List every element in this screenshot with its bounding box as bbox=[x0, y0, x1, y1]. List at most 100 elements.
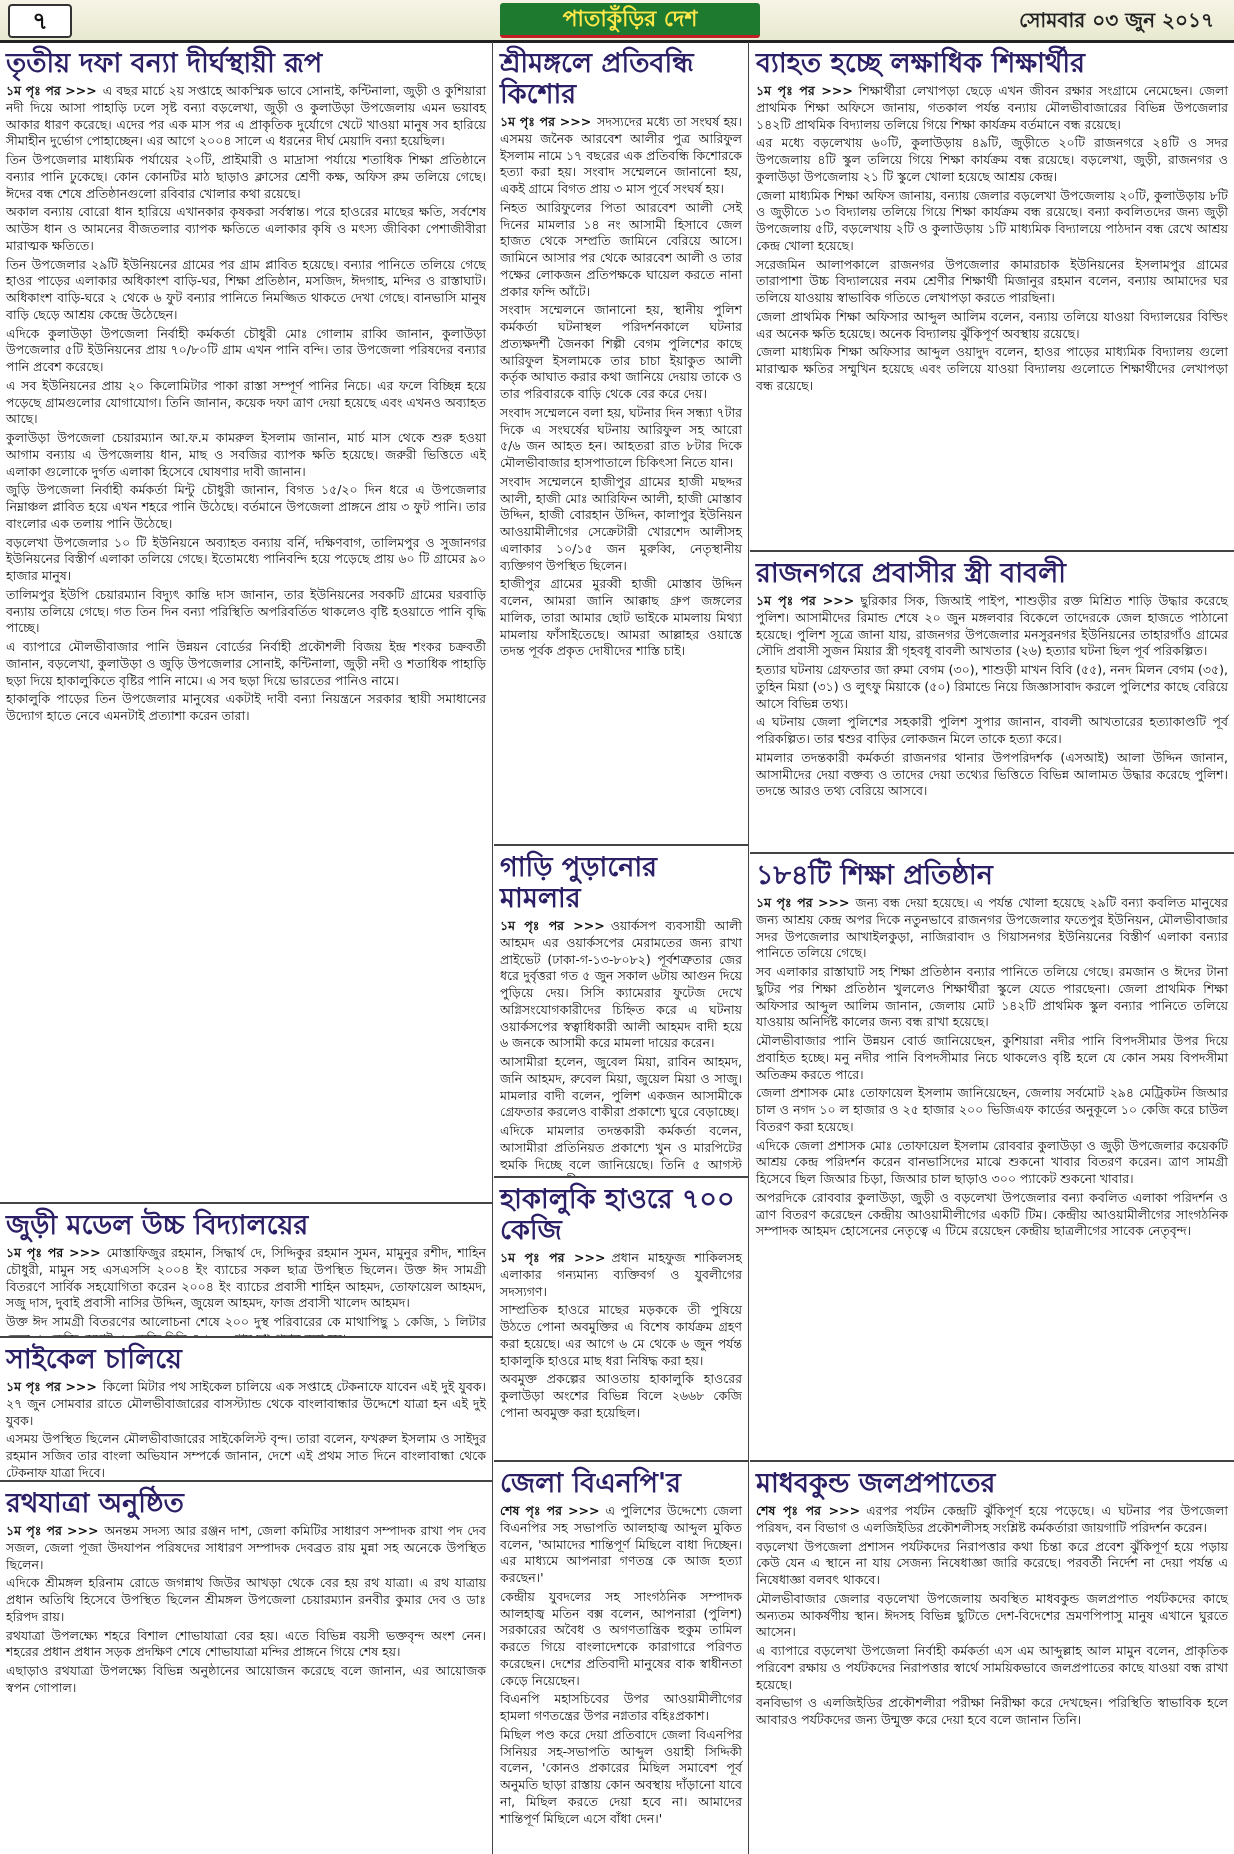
body-text: এদিকে কুলাউড়া উপজেলা নির্বাহী কর্মকর্তা… bbox=[6, 325, 486, 375]
paragraph: জেলা প্রাথমিক শিক্ষা অফিসার আব্দুল আলিম … bbox=[756, 309, 1228, 343]
body-text: তালিমপুর ইউপি চেয়ারম্যান বিদ্যুৎ কান্তি… bbox=[6, 586, 486, 636]
paragraph: কুলাউড়া উপজেলা চেয়ারম্যান আ.ফ.ম কামরুল… bbox=[6, 430, 486, 480]
article: গাড়ি পুড়ানোর মামলার ১ম পৃঃ পর >>> ওয়ার্… bbox=[494, 848, 748, 1178]
body-text: অকাল বন্যায় বোরো ধান হারিয়ে এখানকার কৃ… bbox=[6, 204, 486, 253]
paragraph: এদিকে শ্রীমঙ্গল হরিনাম রোডে জগন্নাথ জিউর… bbox=[6, 1575, 486, 1625]
body-text: এদিকে মামলার তদন্তকারী কর্মকর্তা বলেন, আ… bbox=[500, 1123, 742, 1176]
body-text: উক্ত ঈদ সামগ্রী বিতরণের আলোচনা শেষে ২০০ … bbox=[6, 1314, 486, 1336]
paragraph: এ সব ইউনিয়নের প্রায় ২০ কিলোমিটার পাকা … bbox=[6, 378, 486, 428]
body-text: ওয়ার্কসপ ব্যবসায়ী আলী আহমদ এর ওয়ার্কস… bbox=[500, 918, 742, 1051]
paragraph: এর মধ্যে বড়লেখায় ৬০টি, কুলাউড়ায় ৪৯টি… bbox=[756, 135, 1228, 185]
article: তৃতীয় দফা বন্যা দীর্ঘস্থায়ী রূপ ১ম পৃঃ … bbox=[0, 44, 492, 1204]
body-text: এর মধ্যে বড়লেখায় ৬০টি, কুলাউড়ায় ৪৯টি… bbox=[756, 135, 1228, 184]
lead: ১ম পৃঃ পর >>> bbox=[6, 1245, 101, 1261]
paragraph: সব এলাকার রাস্তাঘাট সহ শিক্ষা প্রতিষ্ঠান… bbox=[756, 964, 1228, 1031]
body-text: জন্য বন্ধ দেয়া হয়েছে। এ পর্যন্ত খোলা হ… bbox=[756, 895, 1228, 961]
paragraph: ১ম পৃঃ পর >>> মোস্তাফিজুর রহমান, সিদ্ধার্… bbox=[6, 1245, 486, 1312]
column-rule bbox=[492, 42, 493, 1854]
article: ১৮৪টি শিক্ষা প্রতিষ্ঠান ১ম পৃঃ পর >>> জন্য… bbox=[750, 856, 1234, 1462]
logo: পাতাকুঁড়ির দেশ bbox=[500, 3, 760, 38]
paragraph: বনবিভাগ ও এলজিইডির প্রকৌশলীরা পরীক্ষা নি… bbox=[756, 1695, 1228, 1729]
body-text: রথযাত্রা উপলক্ষ্যে শহরে বিশাল শোভাযাত্রা… bbox=[6, 1627, 486, 1660]
body-text: সব এলাকার রাস্তাঘাট সহ শিক্ষা প্রতিষ্ঠান… bbox=[756, 964, 1228, 1030]
headline: জুড়ী মডেল উচ্চ বিদ্যালয়ের bbox=[6, 1210, 309, 1241]
body-text: প্রধান মাহফুজ শাকিলসহ এলাকার গন্যমান্য ব… bbox=[500, 1250, 742, 1299]
paragraph: সংবাদ সম্মেলনে জানানো হয়, স্থানীয় পুলি… bbox=[500, 302, 742, 403]
article: রাজনগরে প্রবাসীর স্ত্রী বাবলী ১ম পৃঃ পর >… bbox=[750, 554, 1234, 854]
body-text: ছুরিকার সিক, জিআই পাইপ, শাশুড়ীর রক্ত মি… bbox=[756, 593, 1228, 659]
paragraph: সাম্প্রতিক হাওরে মাছের মড়ককে তী পুষিয়ে… bbox=[500, 1302, 742, 1369]
paragraph: এ ব্যাপারে মৌলভীবাজার পানি উন্নয়ন বোর্ড… bbox=[6, 639, 486, 689]
headline: রথযাত্রা অনুষ্ঠিত bbox=[6, 1488, 184, 1519]
paragraph: উক্ত ঈদ সামগ্রী বিতরণের আলোচনা শেষে ২০০ … bbox=[6, 1314, 486, 1336]
page-number: ৭ bbox=[8, 4, 72, 38]
body-text: সদস্যদের মধ্যে তা সংঘর্ষ হয়। এসময় জনৈক… bbox=[500, 114, 742, 197]
article: মাধবকুন্ড জলপ্রপাতের শেষ পৃঃ পর >>> এরপর প… bbox=[750, 1464, 1234, 1854]
body-text: তিন উপজেলার ২৯টি ইউনিয়নের গ্রামের পর গ্… bbox=[6, 256, 486, 322]
headline: মাধবকুন্ড জলপ্রপাতের bbox=[756, 1468, 996, 1499]
body-text: মোস্তাফিজুর রহমান, সিদ্ধার্থ দে, সিদ্দিক… bbox=[6, 1245, 486, 1311]
paragraph: হাজীপুর গ্রামের মুরব্বী হাজী মোস্তাব উদ্… bbox=[500, 576, 742, 660]
body-text: এসময় উপস্থিত ছিলেন মৌলভীবাজারের সাইকেলি… bbox=[6, 1431, 486, 1480]
body-text: এদিকে জেলা প্রশাসক মোঃ তোফায়েল ইসলাম রো… bbox=[756, 1137, 1228, 1187]
paragraph: বিএনপি মহাসচিবের উপর আওয়ামীলীগের হামলা … bbox=[500, 1691, 742, 1725]
headline: ব্যাহত হচ্ছে লক্ষাধিক শিক্ষার্থীর bbox=[756, 48, 1085, 79]
paragraph: ১ম পৃঃ পর >>> কিলো মিটার পথ সাইকেল চালিয়… bbox=[6, 1379, 486, 1429]
body-text: এ বছর মার্চে ২য় সপ্তাহে আকস্মিক ভাবে সো… bbox=[6, 83, 486, 149]
paragraph: জেলা মাধ্যমিক শিক্ষা অফিসার আব্দুল ওয়াদ… bbox=[756, 344, 1228, 394]
paragraph: অকাল বন্যায় বোরো ধান হারিয়ে এখানকার কৃ… bbox=[6, 204, 486, 254]
body-text: আসামীরা হলেন, জুবেল মিয়া, রাবিন আহমদ, জ… bbox=[500, 1054, 742, 1120]
headline: হাকালুকি হাওরে ৭০০ কেজি bbox=[500, 1184, 735, 1247]
article: রথযাত্রা অনুষ্ঠিত ১ম পৃঃ পর >>> অনন্তম সদস… bbox=[0, 1484, 492, 1854]
paragraph: ১ম পৃঃ পর >>> এ বছর মার্চে ২য় সপ্তাহে আক… bbox=[6, 83, 486, 150]
article: জেলা বিএনপি'র শেষ পৃঃ পর >>> এ পুলিশের উদ্… bbox=[494, 1464, 748, 1854]
paragraph: জুড়ি উপজেলা নির্বাহী কর্মকর্তা মিন্টু চ… bbox=[6, 482, 486, 532]
body-text: নিহত আরিফুলের পিতা আরবেশ আলী সেই দিনের ম… bbox=[500, 199, 742, 299]
body-text: অবমুক্ত প্রকল্পের আওতায় হাকালুকি হাওরের… bbox=[500, 1371, 742, 1420]
body-text: সাম্প্রতিক হাওরে মাছের মড়ককে তী পুষিয়ে… bbox=[500, 1302, 742, 1368]
body-text: কেন্দ্রীয় যুবদলের সহ সাংগঠনিক সম্পাদক আ… bbox=[500, 1588, 742, 1688]
headline: সাইকেল চালিয়ে bbox=[6, 1344, 182, 1375]
article: শ্রীমঙ্গলে প্রতিবন্ধি কিশোর ১ম পৃঃ পর >>>… bbox=[494, 44, 748, 846]
article: জুড়ী মডেল উচ্চ বিদ্যালয়ের ১ম পৃঃ পর >>>… bbox=[0, 1206, 492, 1338]
headline: জেলা বিএনপি'র bbox=[500, 1468, 682, 1499]
column-rule bbox=[748, 42, 749, 1854]
paragraph: তিন উপজেলার ২৯টি ইউনিয়নের গ্রামের পর গ্… bbox=[6, 257, 486, 324]
paragraph: মৌলভীবাজার জেলার বড়লেখা উপজেলায় অবস্থি… bbox=[756, 1591, 1228, 1641]
body-text: এ ঘটনায় জেলা পুলিশের সহকারী পুলিশ সুপার… bbox=[756, 714, 1228, 747]
paragraph: বড়লেখা উপজেলার ১০ টি ইউনিয়নে অব্যাহত ব… bbox=[6, 535, 486, 585]
body-text: এ ব্যাপারে বড়লেখা উপজেলা নির্বাহী কর্মক… bbox=[756, 1643, 1228, 1692]
body-text: সংবাদ সম্মেলনে বলা হয়, ঘটনার দিন সন্ধ্য… bbox=[500, 404, 742, 471]
paragraph: মৌলভীবাজার পানি উন্নয়ন বোর্ড জানিয়েছেন… bbox=[756, 1033, 1228, 1083]
body-text: হাজীপুর গ্রামের মুরব্বী হাজী মোস্তাব উদ্… bbox=[500, 576, 742, 659]
body-text: এছাড়াও রথযাত্রা উপলক্ষ্যে বিভিন্ন অনুষ্… bbox=[6, 1663, 486, 1695]
lead: ১ম পৃঃ পর >>> bbox=[500, 114, 592, 130]
paragraph: নিহত আরিফুলের পিতা আরবেশ আলী সেই দিনের ম… bbox=[500, 200, 742, 301]
paragraph: কেন্দ্রীয় যুবদলের সহ সাংগঠনিক সম্পাদক আ… bbox=[500, 1589, 742, 1690]
lead: ১ম পৃঃ পর >>> bbox=[756, 895, 850, 911]
paragraph: ১ম পৃঃ পর >>> ওয়ার্কসপ ব্যবসায়ী আলী আহম… bbox=[500, 918, 742, 1052]
lead: ১ম পৃঃ পর >>> bbox=[6, 83, 97, 99]
body-text: জেলা মাধ্যমিক শিক্ষা অফিস জানায়, বন্যায… bbox=[756, 187, 1228, 253]
article: সাইকেল চালিয়ে ১ম পৃঃ পর >>> কিলো মিটার পথ… bbox=[0, 1340, 492, 1482]
paragraph: জেলা মাধ্যমিক শিক্ষা অফিস জানায়, বন্যায… bbox=[756, 188, 1228, 255]
paragraph: ১ম পৃঃ পর >>> প্রধান মাহফুজ শাকিলসহ এলাকা… bbox=[500, 1250, 742, 1300]
body-text: সরেজমিন আলাপকালে রাজনগর উপজেলার কামারচাক… bbox=[756, 256, 1228, 306]
body-text: শিক্ষার্থীরা লেখাপড়া ছেড়ে এখন জীবন রক্… bbox=[756, 83, 1228, 132]
body-text: মিছিল পণ্ড করে দেয়া প্রতিবাদে জেলা বিএন… bbox=[500, 1726, 742, 1826]
body-text: জেলা প্রাথমিক শিক্ষা অফিসার আব্দুল আলিম … bbox=[756, 308, 1228, 341]
headline: গাড়ি পুড়ানোর মামলার bbox=[500, 852, 658, 915]
paragraph: এ ঘটনায় জেলা পুলিশের সহকারী পুলিশ সুপার… bbox=[756, 714, 1228, 748]
paragraph: ১ম পৃঃ পর >>> শিক্ষার্থীরা লেখাপড়া ছেড়ে… bbox=[756, 83, 1228, 133]
paragraph: তিন উপজেলার মাধ্যমিক পর্যায়ের ২০টি, প্র… bbox=[6, 152, 486, 202]
body-text: এ ব্যাপারে মৌলভীবাজার পানি উন্নয়ন বোর্ড… bbox=[6, 639, 486, 688]
body-text: সংবাদ সম্মেলনে হাজীপুর গ্রামের হাজী মছদ্… bbox=[500, 473, 742, 573]
paragraph: এ ব্যাপারে বড়লেখা উপজেলা নির্বাহী কর্মক… bbox=[756, 1643, 1228, 1693]
paragraph: তালিমপুর ইউপি চেয়ারম্যান বিদ্যুৎ কান্তি… bbox=[6, 587, 486, 637]
headline: রাজনগরে প্রবাসীর স্ত্রী বাবলী bbox=[756, 558, 1066, 589]
paragraph: ১ম পৃঃ পর >>> সদস্যদের মধ্যে তা সংঘর্ষ হয… bbox=[500, 114, 742, 198]
body-text: এরপর পর্যটন কেন্দ্রটি ঝুঁকিপূর্ণ হয়ে পড… bbox=[756, 1503, 1228, 1535]
paragraph: বড়লেখা উপজেলা প্রশাসন পর্যটকদের নিরাপত্… bbox=[756, 1539, 1228, 1589]
body-text: সংবাদ সম্মেলনে জানানো হয়, স্থানীয় পুলি… bbox=[500, 302, 742, 402]
